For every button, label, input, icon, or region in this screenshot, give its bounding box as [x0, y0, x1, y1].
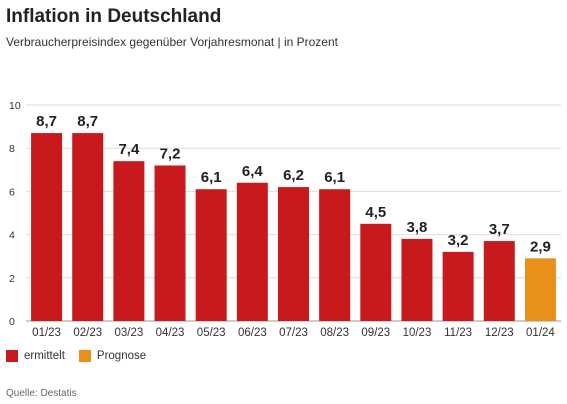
bar — [524, 258, 556, 321]
legend-label-ermittelt: ermittelt — [24, 350, 65, 362]
data-label: 3,8 — [407, 219, 428, 236]
bar — [360, 223, 392, 321]
legend-swatch-prognose — [78, 350, 91, 362]
data-label: 3,2 — [448, 232, 469, 249]
data-label: 6,1 — [324, 169, 345, 186]
chart-subtitle: Verbraucherpreisindex gegenüber Vorjahre… — [6, 35, 338, 49]
data-label: 3,7 — [489, 221, 510, 238]
y-tick-label: 6 — [9, 186, 15, 198]
bar — [236, 182, 268, 321]
legend-label-prognose: Prognose — [96, 350, 147, 362]
bar — [31, 133, 63, 321]
bar-chart: 0 2 4 6 8 10 8,7 01/23 8,7 02/23 7,4 03/23 7,2 04/23 6… — [9, 100, 561, 339]
bar — [483, 241, 515, 321]
legend: ermittelt Prognose — [6, 350, 160, 362]
x-tick-label: 05/23 — [197, 327, 226, 339]
data-label: 8,7 — [77, 113, 98, 130]
x-tick-label: 03/23 — [114, 327, 143, 339]
legend-item-prognose: Prognose — [78, 350, 147, 362]
data-label: 7,4 — [118, 141, 140, 158]
bar — [442, 251, 474, 321]
bar — [72, 133, 104, 321]
data-label: 6,2 — [283, 167, 304, 184]
data-label: 6,1 — [201, 169, 222, 186]
bar — [401, 238, 433, 321]
data-label: 7,2 — [160, 145, 181, 162]
bar — [319, 189, 351, 321]
y-tick-label: 4 — [9, 230, 15, 242]
x-tick-label: 07/23 — [279, 327, 308, 339]
bar — [154, 165, 186, 321]
x-tick-label: 01/24 — [526, 327, 555, 339]
y-tick-label: 10 — [9, 100, 21, 112]
bar — [278, 187, 309, 321]
y-tick-label: 8 — [9, 143, 15, 155]
chart-title: Inflation in Deutschland — [6, 6, 222, 27]
data-label: 8,7 — [36, 113, 57, 130]
legend-item-ermittelt: ermittelt — [6, 350, 65, 362]
x-tick-label: 01/23 — [32, 327, 61, 339]
data-label: 6,4 — [242, 163, 264, 180]
legend-swatch-ermittelt — [6, 350, 18, 362]
x-tick-label: 06/23 — [238, 327, 267, 339]
x-tick-label: 10/23 — [403, 327, 432, 339]
bar — [113, 161, 145, 321]
data-label: 2,9 — [530, 238, 551, 255]
x-tick-label: 04/23 — [156, 327, 185, 339]
x-tick-label: 12/23 — [485, 327, 514, 339]
data-label: 4,5 — [365, 204, 386, 221]
x-tick-label: 08/23 — [320, 327, 349, 339]
y-tick-label: 2 — [9, 273, 15, 285]
x-tick-label: 09/23 — [361, 327, 390, 339]
x-tick-label: 11/23 — [444, 327, 472, 339]
y-tick-label: 0 — [9, 316, 15, 328]
x-tick-label: 02/23 — [73, 327, 102, 339]
bar — [195, 189, 227, 321]
source-note: Quelle: Destatis — [6, 388, 77, 399]
